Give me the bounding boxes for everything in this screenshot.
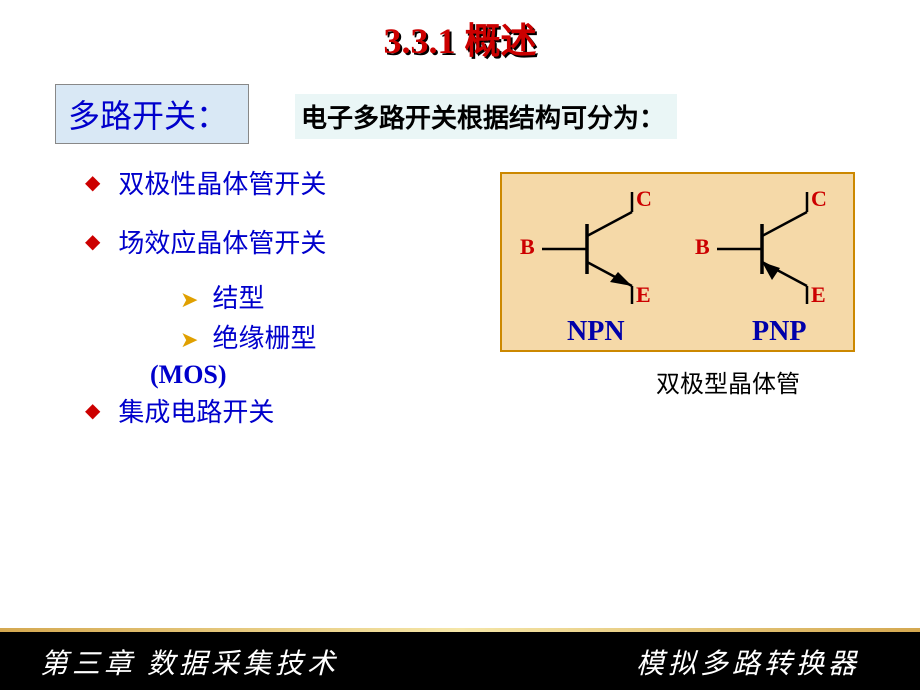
npn-b-label: B [520, 234, 535, 260]
subtitle-box: 多路开关： [55, 84, 249, 144]
pnp-b-label: B [695, 234, 710, 260]
npn-type-label: NPN [567, 316, 625, 348]
page-title: 3.3.1 概述 [0, 0, 920, 72]
footer-text: 第三章 数据采集技术 模拟多路转换器 [0, 632, 920, 682]
diamond-icon: ◆ [85, 398, 100, 423]
bullet-text-3: 集成电路开关 [118, 392, 274, 429]
diamond-icon: ◆ [85, 229, 100, 254]
mos-label: (MOS) [150, 360, 920, 390]
footer-right: 模拟多路转换器 [636, 642, 860, 682]
pnp-type-label: PNP [752, 316, 806, 348]
pnp-symbol [717, 192, 807, 304]
npn-c-label: C [636, 186, 652, 212]
arrow-icon: ➤ [180, 326, 198, 355]
arrow-icon: ➤ [180, 286, 198, 315]
footer-left: 第三章 数据采集技术 [40, 642, 339, 682]
bullet-text-2: 场效应晶体管开关 [118, 223, 326, 260]
transistor-diagram: C B E C B E NPN PNP [500, 172, 855, 352]
content-area: ◆ 双极性晶体管开关 ◆ 场效应晶体管开关 ➤ 结型 ➤ 绝缘栅型 (MOS) … [0, 164, 920, 429]
bullet-text-1: 双极性晶体管开关 [118, 164, 326, 201]
diamond-icon: ◆ [85, 170, 100, 195]
pnp-c-label: C [811, 186, 827, 212]
npn-symbol [542, 192, 632, 304]
sub-text-1: 结型 [212, 282, 264, 316]
sub-text-2: 绝缘栅型 [212, 322, 316, 356]
diagram-caption: 双极型晶体管 [656, 364, 800, 399]
classify-heading: 电子多路开关根据结构可分为： [295, 94, 677, 139]
footer: 第三章 数据采集技术 模拟多路转换器 [0, 628, 920, 690]
pnp-e-label: E [811, 282, 826, 308]
npn-e-label: E [636, 282, 651, 308]
